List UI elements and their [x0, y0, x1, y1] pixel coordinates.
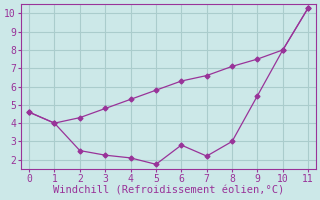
- X-axis label: Windchill (Refroidissement éolien,°C): Windchill (Refroidissement éolien,°C): [53, 186, 284, 196]
